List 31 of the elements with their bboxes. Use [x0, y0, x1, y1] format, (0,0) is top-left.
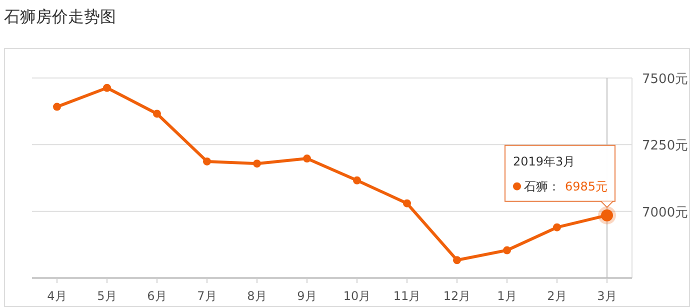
point — [503, 246, 511, 254]
point — [103, 84, 111, 92]
point — [403, 199, 411, 208]
legend-label: 石狮： — [524, 179, 560, 194]
y-tick-label: 7250元 — [642, 138, 688, 154]
annotation: 2019年3月 — [513, 154, 576, 168]
point — [453, 256, 461, 264]
x-tick-label: 6月 — [147, 289, 167, 303]
point — [353, 176, 361, 184]
x-tick-label: 2月 — [547, 289, 567, 303]
point — [153, 110, 161, 118]
legend: 石狮： — [513, 179, 560, 194]
x-tick-label: 3月 — [597, 289, 617, 303]
x-tick-label: 9月 — [297, 289, 317, 303]
data-label: 6985元 — [565, 179, 608, 194]
point — [303, 154, 311, 163]
x-tick-label: 10月 — [343, 289, 371, 303]
x-tick-label: 4月 — [47, 289, 67, 303]
x-tick-label: 8月 — [247, 289, 267, 303]
x-tick-label: 1月 — [497, 289, 517, 303]
y-tick-label: 7500元 — [642, 72, 688, 87]
y-tick-label: 7000元 — [642, 205, 688, 220]
chart-title: 石狮房价走势图 — [4, 7, 116, 26]
point — [253, 160, 261, 168]
x-tick-label: 7月 — [197, 289, 217, 303]
point — [553, 223, 561, 232]
point — [53, 102, 61, 111]
point — [203, 157, 211, 166]
x-tick-label: 12月 — [443, 289, 471, 303]
x-tick-label: 5月 — [97, 289, 117, 303]
x-tick-label: 11月 — [393, 289, 421, 303]
